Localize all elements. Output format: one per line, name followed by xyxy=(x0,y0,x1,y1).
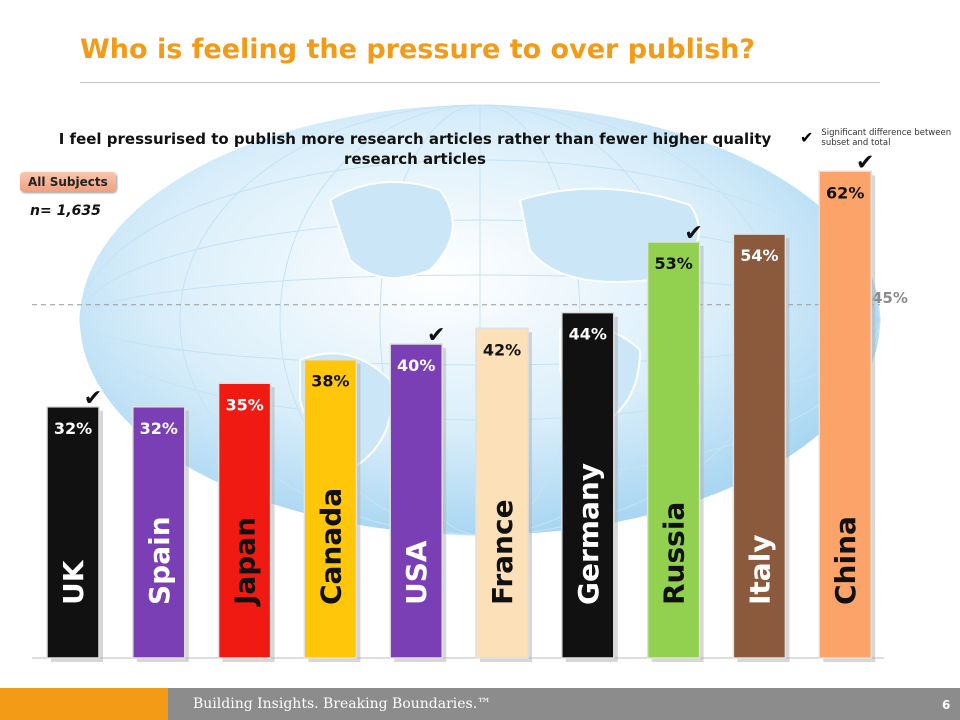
bar-uk xyxy=(46,406,100,659)
significance-checkmark-china: ✔ xyxy=(856,150,874,175)
bar-japan xyxy=(217,382,272,659)
category-label-usa: USA xyxy=(400,540,433,605)
page-title: Who is feeling the pressure to over publ… xyxy=(80,34,756,65)
category-label-japan: Japan xyxy=(229,517,262,607)
subset-badge: All Subjects xyxy=(20,172,116,192)
bar-china xyxy=(818,170,872,659)
value-label-china: 62% xyxy=(826,183,864,202)
value-label-japan: 35% xyxy=(225,395,263,414)
value-label-canada: 38% xyxy=(311,372,349,391)
bar-france xyxy=(475,327,529,659)
survey-question: I feel pressurised to publish more resea… xyxy=(58,130,772,168)
value-label-uk: 32% xyxy=(54,419,92,438)
bar-canada xyxy=(303,358,358,659)
bar-usa xyxy=(389,343,443,659)
reference-label: 45% xyxy=(872,289,908,307)
value-label-spain: 32% xyxy=(140,419,178,438)
bar-russia xyxy=(646,241,701,659)
value-label-russia: 53% xyxy=(654,254,692,273)
footer-bar xyxy=(168,688,960,720)
category-label-china: China xyxy=(829,516,862,605)
significance-legend-text: Significant difference between subset an… xyxy=(821,128,952,148)
footer-tagline: Building Insights. Breaking Boundaries.™ xyxy=(193,696,492,712)
value-label-germany: 44% xyxy=(569,325,607,344)
page-number: 6 xyxy=(942,698,951,712)
category-label-france: France xyxy=(486,499,519,605)
footer-accent-block xyxy=(0,688,168,720)
bar-spain xyxy=(132,406,186,659)
checkmark-icon: ✔ xyxy=(800,128,814,147)
category-label-spain: Spain xyxy=(143,516,176,605)
value-label-italy: 54% xyxy=(740,246,778,265)
value-label-usa: 40% xyxy=(397,356,435,375)
category-label-russia: Russia xyxy=(658,502,691,605)
bar-germany xyxy=(561,311,615,659)
significance-checkmark-uk: ✔ xyxy=(84,386,102,411)
value-label-france: 42% xyxy=(483,340,521,359)
category-label-uk: UK xyxy=(57,559,90,605)
significance-checkmark-russia: ✔ xyxy=(684,221,702,246)
bar-italy xyxy=(732,233,787,659)
category-label-italy: Italy xyxy=(743,534,776,605)
sample-size: n= 1,635 xyxy=(30,203,101,219)
title-divider xyxy=(80,82,880,83)
significance-checkmark-usa: ✔ xyxy=(427,323,445,348)
category-label-germany: Germany xyxy=(572,463,605,605)
category-label-canada: Canada xyxy=(314,488,347,605)
significance-legend: ✔ Significant difference between subset … xyxy=(800,128,960,148)
